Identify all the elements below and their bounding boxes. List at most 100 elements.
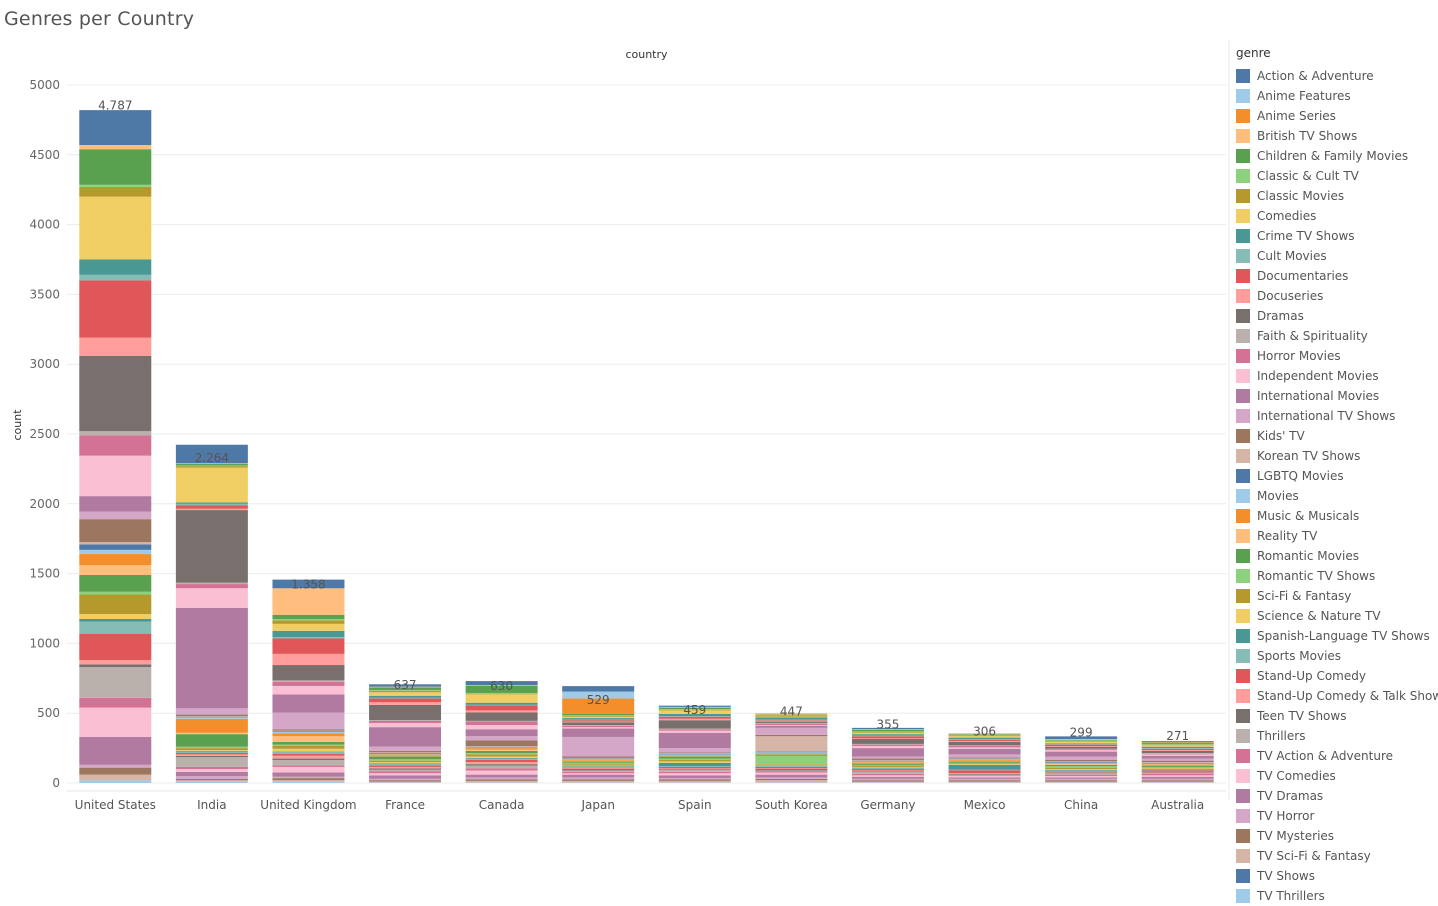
bar-segment	[852, 763, 924, 764]
bar-segment	[562, 726, 634, 727]
bar-segment	[659, 729, 731, 730]
bar-segment	[466, 762, 538, 764]
legend-item[interactable]: Science & Nature TV	[1236, 606, 1436, 626]
legend-item[interactable]: Spanish-Language TV Shows	[1236, 626, 1436, 646]
bar-segment	[1142, 765, 1214, 766]
legend-item[interactable]: Thrillers	[1236, 726, 1436, 746]
legend-label: Horror Movies	[1257, 349, 1341, 363]
bar-segment	[949, 754, 1021, 757]
legend-label: Sports Movies	[1257, 649, 1341, 663]
legend-item[interactable]: LGBTQ Movies	[1236, 466, 1436, 486]
x-tick-label: Mexico	[964, 798, 1006, 812]
bar-segment	[949, 759, 1021, 760]
bar-segment	[1045, 769, 1117, 770]
bar-total-label: 2.264	[195, 451, 229, 465]
legend-item[interactable]: TV Horror	[1236, 806, 1436, 826]
bar-segment	[1142, 756, 1214, 759]
legend-label: Korean TV Shows	[1257, 449, 1360, 463]
bar-segment	[755, 752, 827, 753]
bar-segment	[176, 754, 248, 755]
bar-segment	[659, 770, 731, 772]
bar-segment	[562, 767, 634, 768]
legend-item[interactable]: Documentaries	[1236, 266, 1436, 286]
bar-segment	[272, 752, 344, 753]
legend-item[interactable]: Movies	[1236, 486, 1436, 506]
legend-swatch	[1236, 469, 1250, 483]
legend-item[interactable]: TV Action & Adventure	[1236, 746, 1436, 766]
legend-item[interactable]: Faith & Spirituality	[1236, 326, 1436, 346]
bar-segment	[949, 746, 1021, 747]
legend-item[interactable]: Classic & Cult TV	[1236, 166, 1436, 186]
bar-segment	[1045, 762, 1117, 763]
bar-segment	[1045, 763, 1117, 764]
legend-item[interactable]: Comedies	[1236, 206, 1436, 226]
bar-segment	[1045, 782, 1117, 783]
legend-item[interactable]: Music & Musicals	[1236, 506, 1436, 526]
bar-segment	[176, 717, 248, 718]
legend-item[interactable]: Reality TV	[1236, 526, 1436, 546]
legend-swatch	[1236, 369, 1250, 383]
legend-swatch	[1236, 669, 1250, 683]
legend-item[interactable]: Stand-Up Comedy	[1236, 666, 1436, 686]
bar-total-label: 306	[973, 724, 996, 738]
legend-item[interactable]: Kids' TV	[1236, 426, 1436, 446]
bar-segment	[176, 608, 248, 709]
legend-item[interactable]: Independent Movies	[1236, 366, 1436, 386]
legend-item[interactable]: Action & Adventure	[1236, 66, 1436, 86]
legend-label: TV Action & Adventure	[1257, 749, 1393, 763]
bar-segment	[562, 722, 634, 723]
legend-item[interactable]: British TV Shows	[1236, 126, 1436, 146]
bar-segment	[562, 720, 634, 721]
bar-segment	[1142, 745, 1214, 746]
legend-item[interactable]: TV Comedies	[1236, 766, 1436, 786]
bar-segment	[562, 772, 634, 773]
legend-item[interactable]: TV Sci-Fi & Fantasy	[1236, 846, 1436, 866]
bar-segment	[272, 777, 344, 778]
bar-segment	[176, 468, 248, 503]
legend-item[interactable]: Dramas	[1236, 306, 1436, 326]
legend-item[interactable]: Anime Series	[1236, 106, 1436, 126]
legend-item[interactable]: TV Shows	[1236, 866, 1436, 886]
bar-segment	[1045, 779, 1117, 780]
legend-item[interactable]: Teen TV Shows	[1236, 706, 1436, 726]
legend-item[interactable]: Docuseries	[1236, 286, 1436, 306]
legend-item[interactable]: Sports Movies	[1236, 646, 1436, 666]
legend-item[interactable]: TV Dramas	[1236, 786, 1436, 806]
legend-label: Spanish-Language TV Shows	[1257, 629, 1430, 643]
bar-segment	[852, 748, 924, 756]
bar-segment	[369, 773, 441, 775]
bar-segment	[272, 615, 344, 619]
legend-item[interactable]: International Movies	[1236, 386, 1436, 406]
legend-item[interactable]: Korean TV Shows	[1236, 446, 1436, 466]
bar-segment	[466, 753, 538, 754]
legend-item[interactable]: Romantic TV Shows	[1236, 566, 1436, 586]
legend-item[interactable]: Children & Family Movies	[1236, 146, 1436, 166]
bar-segment	[1142, 772, 1214, 773]
bar-segment	[659, 780, 731, 781]
legend-item[interactable]: Crime TV Shows	[1236, 226, 1436, 246]
legend-item[interactable]: Stand-Up Comedy & Talk Shows	[1236, 686, 1436, 706]
bar-segment	[1142, 775, 1214, 776]
bar-segment	[369, 756, 441, 759]
legend-item[interactable]: TV Thrillers	[1236, 886, 1436, 906]
legend-item[interactable]: Cult Movies	[1236, 246, 1436, 266]
bar-segment	[176, 715, 248, 716]
y-tick-label: 1000	[29, 636, 60, 650]
legend-item[interactable]: Classic Movies	[1236, 186, 1436, 206]
legend-swatch	[1236, 829, 1250, 843]
bar-segment	[176, 757, 248, 767]
bar-segment	[176, 708, 248, 714]
bar-segment	[79, 187, 151, 197]
bar-segment	[562, 770, 634, 771]
bar-segment	[369, 698, 441, 699]
legend-item[interactable]: International TV Shows	[1236, 406, 1436, 426]
legend-item[interactable]: Romantic Movies	[1236, 546, 1436, 566]
legend-item[interactable]: Anime Features	[1236, 86, 1436, 106]
x-tick-label: China	[1064, 798, 1098, 812]
legend-item[interactable]: TV Mysteries	[1236, 826, 1436, 846]
legend-item[interactable]: Horror Movies	[1236, 346, 1436, 366]
bar-segment	[659, 781, 731, 782]
bar-segment	[562, 719, 634, 720]
legend-item[interactable]: Sci-Fi & Fantasy	[1236, 586, 1436, 606]
bar-segment	[466, 736, 538, 740]
